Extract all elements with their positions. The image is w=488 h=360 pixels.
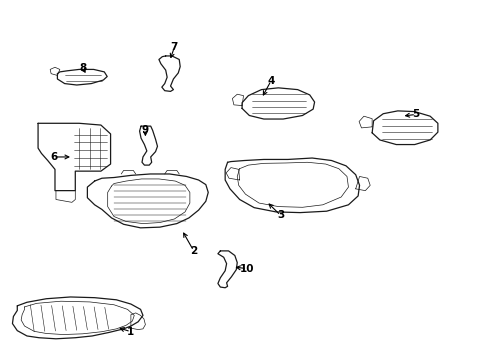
Text: 2: 2	[190, 246, 197, 256]
Text: 3: 3	[277, 211, 284, 220]
Text: 9: 9	[142, 125, 149, 135]
Text: 5: 5	[412, 109, 419, 120]
Text: 8: 8	[79, 63, 86, 73]
Text: 7: 7	[170, 42, 178, 52]
Text: 6: 6	[50, 152, 57, 162]
Text: 1: 1	[127, 327, 134, 337]
Text: 4: 4	[267, 76, 274, 86]
Text: 10: 10	[239, 264, 254, 274]
